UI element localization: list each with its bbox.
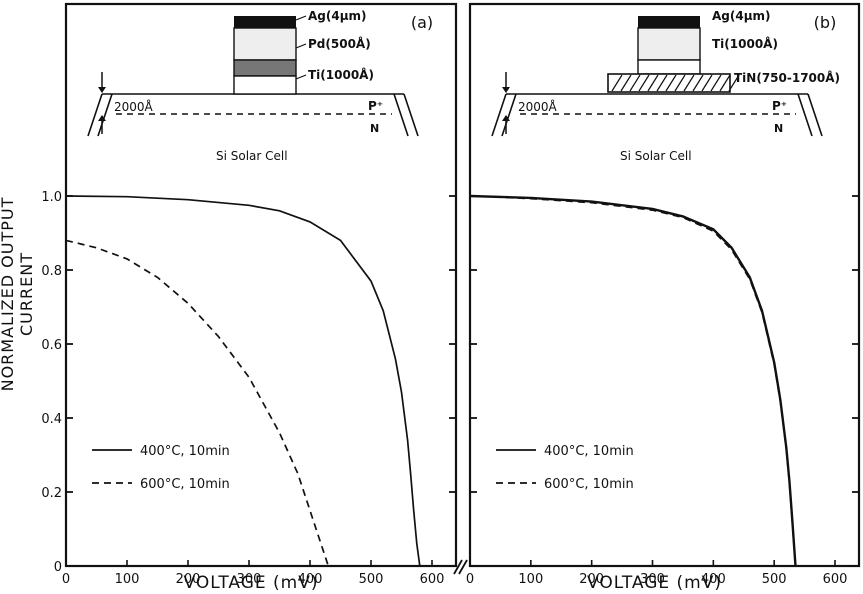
- y-tick-label: 0.2: [41, 486, 62, 501]
- ti-layer: [233, 75, 297, 95]
- x-axis-label: VOLTAGE (mV): [183, 573, 318, 593]
- tin-hatch: [638, 74, 650, 92]
- layer-leader: [295, 43, 307, 49]
- y-tick-label: 0.8: [41, 264, 62, 279]
- inset-depth-label: 2000Å: [114, 99, 154, 114]
- layer-label: Ag(4μm): [308, 9, 367, 23]
- substrate-edge: [797, 93, 813, 137]
- substrate-edge: [97, 93, 113, 137]
- arrow-head: [502, 115, 510, 121]
- ti-layer: [637, 59, 701, 75]
- layer-label: Ti(1000Å): [308, 67, 374, 82]
- tin-hatch: [647, 74, 659, 92]
- legend-label: 400°C, 10min: [140, 444, 230, 459]
- tin-hatch: [719, 74, 731, 92]
- arrow-head: [502, 87, 510, 93]
- x-tick-label: 300: [237, 572, 262, 587]
- x-tick-label: 0: [62, 572, 70, 587]
- y-tick-label: 0.6: [41, 338, 62, 353]
- layer-leader: [295, 74, 307, 80]
- y-tick-label: 0: [54, 560, 62, 575]
- series-line-400c: [469, 194, 797, 567]
- tin-hatch: [665, 74, 677, 92]
- inset-n-region: N: [370, 122, 379, 135]
- tin-hatch: [629, 74, 641, 92]
- x-tick-label: 0: [466, 572, 474, 587]
- tin-hatch: [728, 74, 740, 92]
- inset-p-region: P⁺: [772, 99, 787, 113]
- y-axis-label: NORMALIZED OUTPUT CURRENT: [0, 196, 36, 392]
- inset-p-region: P⁺: [368, 99, 383, 113]
- ag-layer-top: [234, 16, 296, 28]
- substrate-edge: [501, 93, 517, 137]
- panel-frame-a: [64, 2, 458, 568]
- x-tick-label: 100: [518, 572, 543, 587]
- tin-hatch: [701, 74, 713, 92]
- x-tick-label: 500: [359, 572, 384, 587]
- panel-label: (b): [814, 13, 837, 32]
- x-tick-label: 400: [298, 572, 323, 587]
- ag-layer-top: [638, 16, 700, 28]
- series-line-600c: [65, 239, 330, 567]
- y-tick-label: 0.4: [41, 412, 62, 427]
- x-tick-label: 200: [579, 572, 604, 587]
- layer-label: Pd(500Å): [308, 36, 371, 51]
- layer-label: Ti(1000Å): [712, 36, 778, 51]
- x-tick-label: 300: [640, 572, 665, 587]
- substrate-edge: [403, 93, 419, 137]
- inset-n-region: N: [774, 122, 783, 135]
- tin-hatch: [692, 74, 704, 92]
- ag-layer: [637, 27, 701, 61]
- inset-depth-label: 2000Å: [518, 99, 558, 114]
- legend-label: 600°C, 10min: [140, 477, 230, 492]
- series-line-400c: [65, 195, 421, 567]
- layer-label: TiN(750-1700Å): [734, 70, 840, 85]
- x-tick-label: 600: [420, 572, 445, 587]
- substrate-edge: [87, 93, 103, 137]
- panel-label: (a): [411, 13, 433, 32]
- tin-hatch: [611, 74, 623, 92]
- layer-leader: [295, 15, 307, 21]
- x-tick-label: 100: [115, 572, 140, 587]
- legend-label: 600°C, 10min: [544, 477, 634, 492]
- inset-caption: Si Solar Cell: [216, 149, 288, 163]
- x-tick-label: 400: [701, 572, 726, 587]
- substrate-edge: [393, 93, 409, 137]
- tin-hatch: [683, 74, 695, 92]
- panel-frame-b: [468, 2, 861, 568]
- x-tick-label: 500: [762, 572, 787, 587]
- tin-hatch: [674, 74, 686, 92]
- series-line-600c: [469, 195, 797, 567]
- x-tick-label: 200: [176, 572, 201, 587]
- ag-layer: [233, 27, 297, 61]
- axis-break-mark: [453, 559, 463, 575]
- tin-hatch: [620, 74, 632, 92]
- layer-label: Ag(4μm): [712, 9, 771, 23]
- substrate-edge: [807, 93, 823, 137]
- x-tick-label: 600: [823, 572, 848, 587]
- axis-break-mark: [458, 559, 468, 575]
- substrate-edge: [491, 93, 507, 137]
- legend-label: 400°C, 10min: [544, 444, 634, 459]
- pd-layer: [233, 59, 297, 77]
- arrow-head: [98, 87, 106, 93]
- x-axis-label: VOLTAGE (mV): [587, 573, 722, 593]
- inset-caption: Si Solar Cell: [620, 149, 692, 163]
- arrow-head: [98, 115, 106, 121]
- tin-hatch: [656, 74, 668, 92]
- tin-hatch: [710, 74, 722, 92]
- y-tick-label: 1.0: [41, 190, 62, 205]
